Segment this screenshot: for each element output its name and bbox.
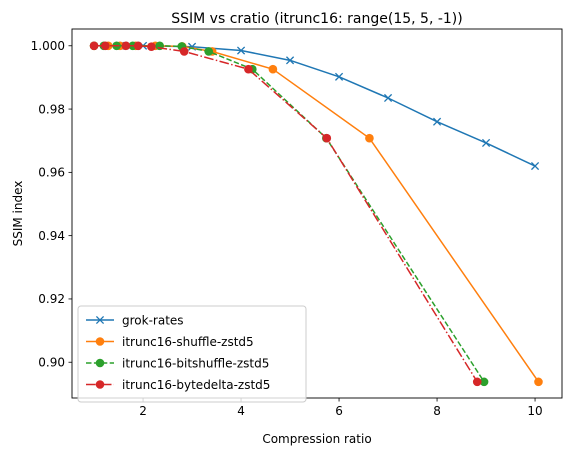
- plot-frame: [71, 28, 563, 399]
- data-point: [322, 133, 332, 143]
- data-point: [534, 377, 543, 387]
- y-axis: 0.90 0.92 0.94 0.96 0.98 1.000: [31, 39, 72, 369]
- series-line: [120, 45, 536, 167]
- data-point: [147, 42, 156, 52]
- data-point: [121, 41, 131, 51]
- legend: grok-rates itrunc16-shuffle-zstd5 itrunc16…: [77, 305, 307, 403]
- data-point: [133, 41, 143, 51]
- x-tick-label: 8: [433, 404, 441, 418]
- y-tick-label: 0.96: [38, 166, 65, 180]
- legend-label: itrunc16-bytedelta-zstd5: [122, 378, 270, 392]
- series-grok-rates: [115, 41, 540, 171]
- x-tick-label: 2: [139, 404, 147, 418]
- legend-entry-itrunc16-bitshuffle-zstd5: itrunc16-bitshuffle-zstd5: [86, 356, 269, 370]
- data-point: [285, 56, 295, 65]
- legend-marker: [95, 337, 105, 346]
- x-tick-label: 4: [237, 404, 245, 418]
- data-point: [472, 377, 482, 387]
- legend-label: itrunc16-shuffle-zstd5: [122, 335, 254, 349]
- data-point: [179, 47, 189, 56]
- legend-marker: [95, 380, 105, 389]
- data-point: [268, 64, 278, 74]
- series-itrunc16-bytedelta-zstd5: [89, 41, 482, 387]
- series-line: [94, 45, 478, 383]
- y-tick-label: 0.90: [38, 355, 65, 369]
- x-tick-label: 10: [527, 404, 542, 418]
- y-axis-label: SSIM index: [11, 181, 25, 247]
- y-tick-label: 1.000: [31, 39, 65, 53]
- legend-label: grok-rates: [122, 313, 184, 327]
- x-axis-label: Compression ratio: [262, 432, 371, 446]
- data-point: [365, 133, 374, 143]
- data-point: [479, 377, 489, 387]
- plot-series: [89, 41, 543, 387]
- data-point: [89, 41, 99, 51]
- legend-frame: [77, 305, 307, 403]
- legend-entry-itrunc16-shuffle-zstd5: itrunc16-shuffle-zstd5: [86, 335, 254, 349]
- data-point: [204, 47, 214, 56]
- chart-title: SSIM vs cratio (itrunc16: range(15, 5, -…: [171, 11, 462, 27]
- data-point: [244, 64, 253, 74]
- x-tick-label: 6: [335, 404, 343, 418]
- data-point: [334, 72, 344, 81]
- y-tick-label: 0.94: [38, 229, 65, 243]
- legend-entry-itrunc16-bytedelta-zstd5: itrunc16-bytedelta-zstd5: [86, 378, 270, 392]
- data-point: [432, 117, 442, 126]
- data-point: [383, 93, 393, 103]
- data-point: [236, 46, 246, 55]
- legend-label: itrunc16-bitshuffle-zstd5: [122, 356, 269, 370]
- legend-entry-grok-rates: grok-rates: [86, 313, 184, 327]
- data-point: [101, 41, 110, 51]
- legend-marker: [95, 358, 105, 368]
- data-point: [481, 138, 491, 147]
- data-point: [530, 161, 540, 171]
- legend-marker: [95, 315, 105, 325]
- y-tick-label: 0.92: [38, 292, 65, 306]
- y-tick-label: 0.98: [38, 102, 65, 116]
